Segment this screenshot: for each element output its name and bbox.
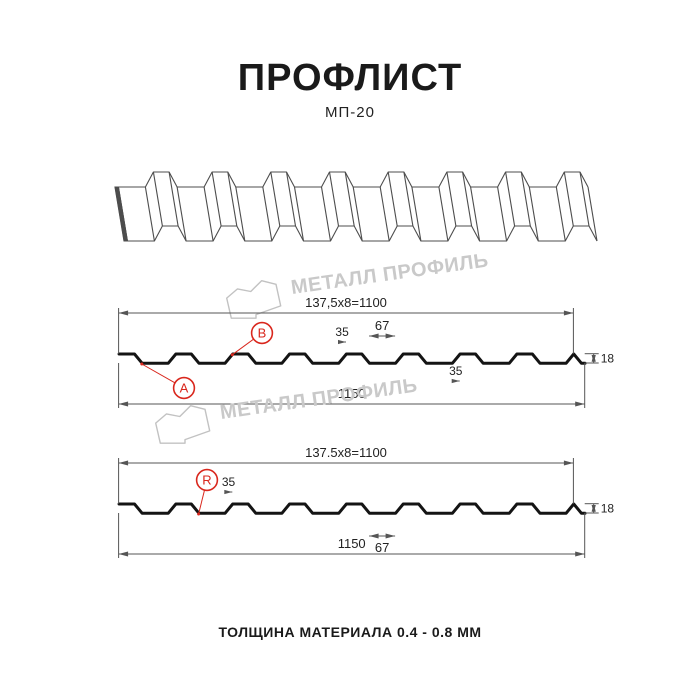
- svg-text:МЕТАЛЛ ПРОФИЛЬ: МЕТАЛЛ ПРОФИЛЬ: [219, 374, 419, 424]
